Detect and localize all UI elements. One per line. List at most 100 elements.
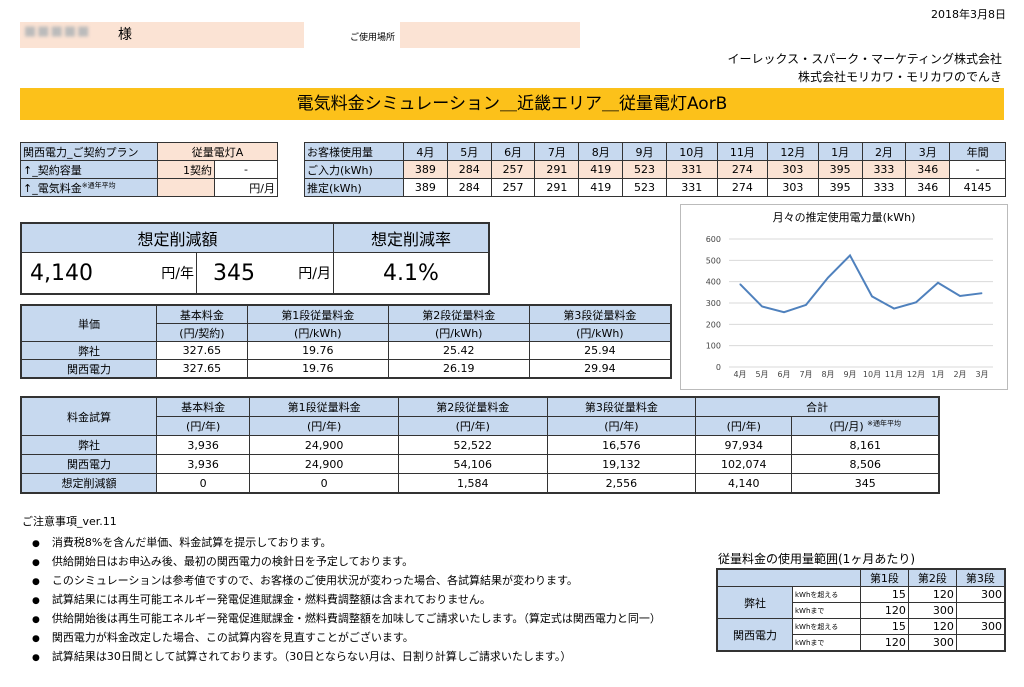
trial-sub-note: ※通年平均 — [867, 419, 902, 428]
company-name-1: イーレックス・スパーク・マーケティング株式会社 — [727, 52, 1002, 66]
usage-est-cell: 395 — [817, 178, 863, 197]
chart-svg: 月々の推定使用電力量(kWh) 0 100 200 300 400 500 600 4月 5月 6… — [706, 210, 993, 379]
trial-cell: 52,522 — [397, 435, 548, 455]
x-tick-label: 8月 — [821, 370, 834, 379]
trial-cell: 2,556 — [546, 473, 697, 494]
trial-row-name: 弊社 — [20, 435, 157, 455]
month-header: 9月 — [622, 142, 667, 161]
usage-est-cell: 523 — [622, 178, 667, 197]
savings-monthly: 345 — [196, 252, 271, 295]
range-cell: 300 — [907, 602, 957, 619]
honorific: 様 — [118, 27, 132, 43]
month-header: 7月 — [534, 142, 580, 161]
trial-cell: 16,576 — [546, 435, 697, 455]
month-header: 2月 — [861, 142, 907, 161]
trial-cell: 24,900 — [249, 435, 399, 455]
x-tick-label: 1月 — [931, 370, 944, 379]
notes-title: ご注意事項_ver.11 — [22, 515, 117, 528]
trial-header: 基本料金 — [155, 396, 251, 417]
range-header: 第3段 — [955, 568, 1006, 587]
usage-input-cell: 419 — [578, 160, 624, 179]
month-header: 4月 — [403, 142, 448, 161]
usage-est-cell: 257 — [490, 178, 536, 197]
month-header: 3月 — [905, 142, 951, 161]
page-title-banner: 電気料金シミュレーション＿近畿エリア＿従量電灯AorB — [20, 88, 1004, 120]
note-item: 供給開始日はお申込み後、最初の関西電力の検針日を予定しております。 — [32, 552, 661, 571]
trial-cell: 24,900 — [249, 454, 399, 474]
y-tick-label: 100 — [706, 342, 721, 351]
savings-summary: 想定削減額 想定削減率 4,140 円/年 345 円/月 4.1% — [20, 222, 490, 295]
trial-subheader: (円/年) — [695, 416, 793, 436]
range-over-label: kWhを超える — [792, 618, 861, 635]
chart-point — [827, 277, 829, 279]
trial-cell: 8,506 — [791, 454, 940, 474]
chart-point — [981, 292, 983, 294]
usage-range-table: 第1段 第2段 第3段 弊社 kWhを超える 15 120 300 kWhまで … — [716, 568, 1006, 652]
usage-input-cell: 389 — [403, 160, 448, 179]
month-header: 8月 — [578, 142, 624, 161]
trial-row-name: 想定削減額 — [20, 473, 157, 494]
unit-cell: 327.65 — [156, 341, 248, 360]
trial-subheader-monthly-text: (円/月) — [829, 420, 864, 433]
x-tick-label: 2月 — [953, 370, 966, 379]
note-item: 試算結果は30日間として試算されております。（30日とならない月は、日割り計算し… — [32, 647, 661, 666]
y-tick-label: 400 — [706, 278, 721, 287]
fee-trial-table: 料金試算 基本料金 第1段従量料金 第2段従量料金 第3段従量料金 合計 (円/… — [20, 396, 940, 494]
trial-label: 料金試算 — [20, 396, 157, 436]
x-tick-label: 12月 — [907, 370, 925, 379]
chart-point — [739, 283, 741, 285]
chart-point — [959, 295, 961, 297]
y-tick-label: 600 — [706, 235, 721, 244]
unit-row-name: 関西電力 — [20, 359, 157, 379]
savings-yearly: 4,140 — [20, 252, 132, 295]
range-cell: 300 — [955, 618, 1006, 635]
trial-subheader: (円/年) — [155, 416, 251, 436]
usage-place-label: ご使用場所 — [350, 33, 396, 43]
y-tick-label: 300 — [706, 299, 721, 308]
x-tick-label: 5月 — [755, 370, 768, 379]
usage-place-field — [400, 22, 580, 48]
y-tick-label: 0 — [716, 363, 721, 372]
unit-subheader: (円/kWh) — [246, 323, 389, 342]
chart-point — [849, 254, 851, 256]
trial-header: 第1段従量料金 — [249, 396, 399, 417]
usage-input-cell: 331 — [665, 160, 718, 179]
trial-subheader: (円/年) — [397, 416, 548, 436]
usage-input-cell: 291 — [534, 160, 580, 179]
range-cell: 120 — [859, 602, 909, 619]
x-tick-label: 9月 — [843, 370, 856, 379]
note-item: 関西電力が料金改定した場合、この試算内容を見直すことがございます。 — [32, 628, 661, 647]
month-header: 6月 — [490, 142, 536, 161]
company-name-2: 株式会社モリカワ・モリカワのでんき — [797, 70, 1002, 84]
usage-est-cell: 389 — [403, 178, 448, 197]
bill-unit: 円/月 — [214, 178, 278, 197]
range-cell — [955, 602, 1006, 619]
capacity-value: 1契約 — [157, 160, 215, 179]
chart-title: 月々の推定使用電力量(kWh) — [773, 210, 916, 224]
customer-name-field — [20, 22, 304, 48]
contract-plan-table: 関西電力_ご契約プラン 従量電灯A ↑_契約容量 1契約 - ↑_電気料金※通年… — [20, 142, 278, 197]
month-header: 11月 — [716, 142, 769, 161]
range-cell: 120 — [907, 586, 957, 603]
savings-amount-label: 想定削減額 — [20, 222, 334, 253]
range-cell: 15 — [859, 618, 909, 635]
usage-est-cell: 333 — [861, 178, 907, 197]
trial-row-name: 関西電力 — [20, 454, 157, 474]
trial-cell: 345 — [791, 473, 940, 494]
usage-est-label: 推定(kWh) — [304, 178, 404, 197]
customer-name-redacted: ■■■■■ — [24, 24, 91, 39]
trial-subheader: (円/年) — [546, 416, 697, 436]
month-header: 12月 — [767, 142, 819, 161]
trial-cell: 19,132 — [546, 454, 697, 474]
usage-est-cell: 274 — [716, 178, 769, 197]
usage-est-cell: 346 — [905, 178, 951, 197]
month-header: 1月 — [817, 142, 863, 161]
trial-cell: 3,936 — [155, 435, 251, 455]
unit-header: 第2段従量料金 — [387, 304, 530, 324]
y-tick-label: 200 — [706, 320, 721, 329]
unit-cell: 327.65 — [156, 359, 248, 379]
month-header: 5月 — [446, 142, 492, 161]
bill-label-note: ※通年平均 — [81, 180, 116, 189]
trial-header: 第2段従量料金 — [397, 396, 548, 417]
savings-monthly-unit: 円/月 — [271, 252, 334, 295]
